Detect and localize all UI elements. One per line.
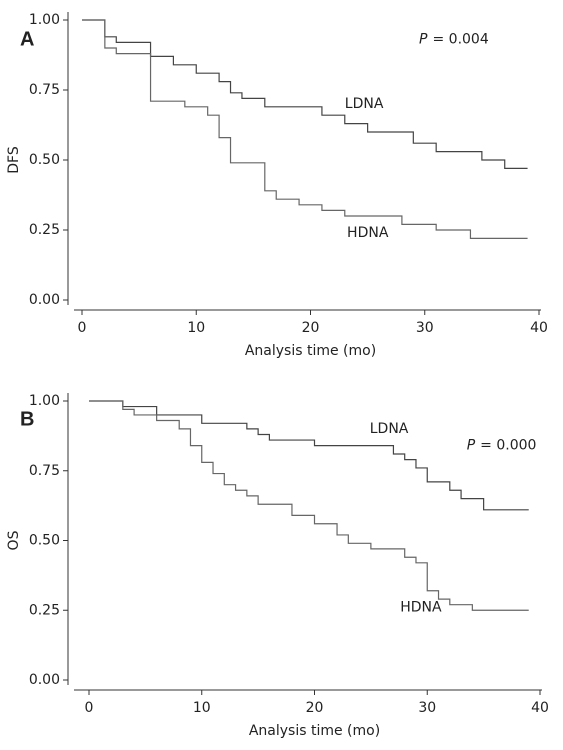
- x-tick-label: 0: [85, 700, 94, 716]
- panel-label: A: [20, 28, 34, 50]
- p-symbol: P: [419, 32, 428, 48]
- p-value: P = 0.000: [467, 438, 537, 454]
- survival-curve: [82, 19, 528, 239]
- y-axis-label: OS: [6, 530, 22, 550]
- x-tick-label: 20: [302, 320, 320, 336]
- x-tick-label: 40: [531, 700, 549, 716]
- p-symbol: P: [467, 438, 476, 454]
- y-tick-label: 0.25: [29, 222, 60, 238]
- curve-label: LDNA: [345, 96, 384, 112]
- x-tick-label: 10: [187, 320, 205, 336]
- x-tick-label: 0: [78, 320, 87, 336]
- y-tick-label: 1.00: [29, 393, 60, 409]
- p-text: = 0.004: [432, 32, 488, 48]
- p-value: P = 0.004: [419, 32, 489, 48]
- y-tick-label: 1.00: [29, 12, 60, 28]
- x-tick-label: 30: [418, 700, 436, 716]
- y-tick-label: 0.00: [29, 292, 60, 308]
- y-tick-label: 0.75: [29, 463, 60, 479]
- curve-label: LDNA: [370, 421, 409, 437]
- y-tick-label: 0.75: [29, 82, 60, 98]
- p-text: = 0.000: [480, 438, 536, 454]
- x-tick-label: 20: [306, 700, 324, 716]
- curve-label: HDNA: [347, 225, 389, 241]
- x-tick-label: 30: [416, 320, 434, 336]
- y-tick-label: 0.50: [29, 533, 60, 549]
- y-tick-label: 0.00: [29, 672, 60, 688]
- x-tick-label: 10: [193, 700, 211, 716]
- y-tick-label: 0.25: [29, 602, 60, 618]
- survival-curve: [89, 400, 529, 511]
- panel-label: B: [20, 408, 34, 430]
- x-tick-label: 40: [530, 320, 548, 336]
- survival-curve: [89, 400, 529, 611]
- curve-label: HDNA: [400, 599, 442, 615]
- survival-curve: [82, 19, 528, 169]
- x-axis-label: Analysis time (mo): [245, 343, 376, 359]
- y-axis-label: DFS: [6, 146, 22, 174]
- x-axis-label: Analysis time (mo): [249, 723, 380, 739]
- y-tick-label: 0.50: [29, 152, 60, 168]
